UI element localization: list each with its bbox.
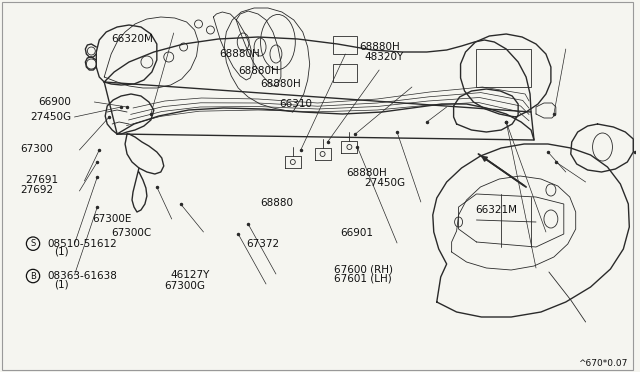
Text: 67300: 67300 [20, 144, 53, 154]
Text: 48320Y: 48320Y [364, 52, 403, 61]
Text: 68880H: 68880H [238, 66, 279, 76]
Text: S: S [31, 239, 36, 248]
Text: 27692: 27692 [20, 186, 54, 195]
Text: 68880H: 68880H [346, 168, 387, 178]
Text: 68880: 68880 [260, 198, 294, 208]
Text: 08510-51612: 08510-51612 [47, 239, 117, 248]
Bar [333, 36, 357, 54]
Text: 27691: 27691 [26, 176, 58, 185]
Text: 66900: 66900 [38, 97, 71, 107]
Text: B: B [30, 272, 36, 280]
Text: 67300G: 67300G [164, 281, 205, 291]
Text: 67601 (LH): 67601 (LH) [333, 273, 391, 283]
Text: 67372: 67372 [246, 239, 280, 248]
Text: 08363-61638: 08363-61638 [47, 271, 118, 281]
Text: 27450G: 27450G [364, 178, 405, 188]
Text: (1): (1) [54, 279, 68, 289]
Text: 27450G: 27450G [31, 112, 72, 122]
Bar [333, 64, 357, 82]
Text: 68880H: 68880H [260, 79, 301, 89]
Text: 67300C: 67300C [111, 228, 152, 237]
Text: 67300E: 67300E [92, 215, 131, 224]
Text: ^670*0.07: ^670*0.07 [578, 359, 627, 368]
Text: 68880H: 68880H [219, 49, 260, 59]
Text: 66310: 66310 [280, 99, 312, 109]
Text: 66320M: 66320M [111, 34, 153, 44]
Text: 68880H: 68880H [359, 42, 399, 51]
Text: 66321M: 66321M [475, 205, 517, 215]
Bar [476, 49, 531, 87]
Text: 67600 (RH): 67600 (RH) [333, 265, 392, 275]
Text: 46127Y: 46127Y [170, 270, 210, 280]
Text: (1): (1) [54, 247, 68, 257]
Text: 66901: 66901 [340, 228, 373, 237]
